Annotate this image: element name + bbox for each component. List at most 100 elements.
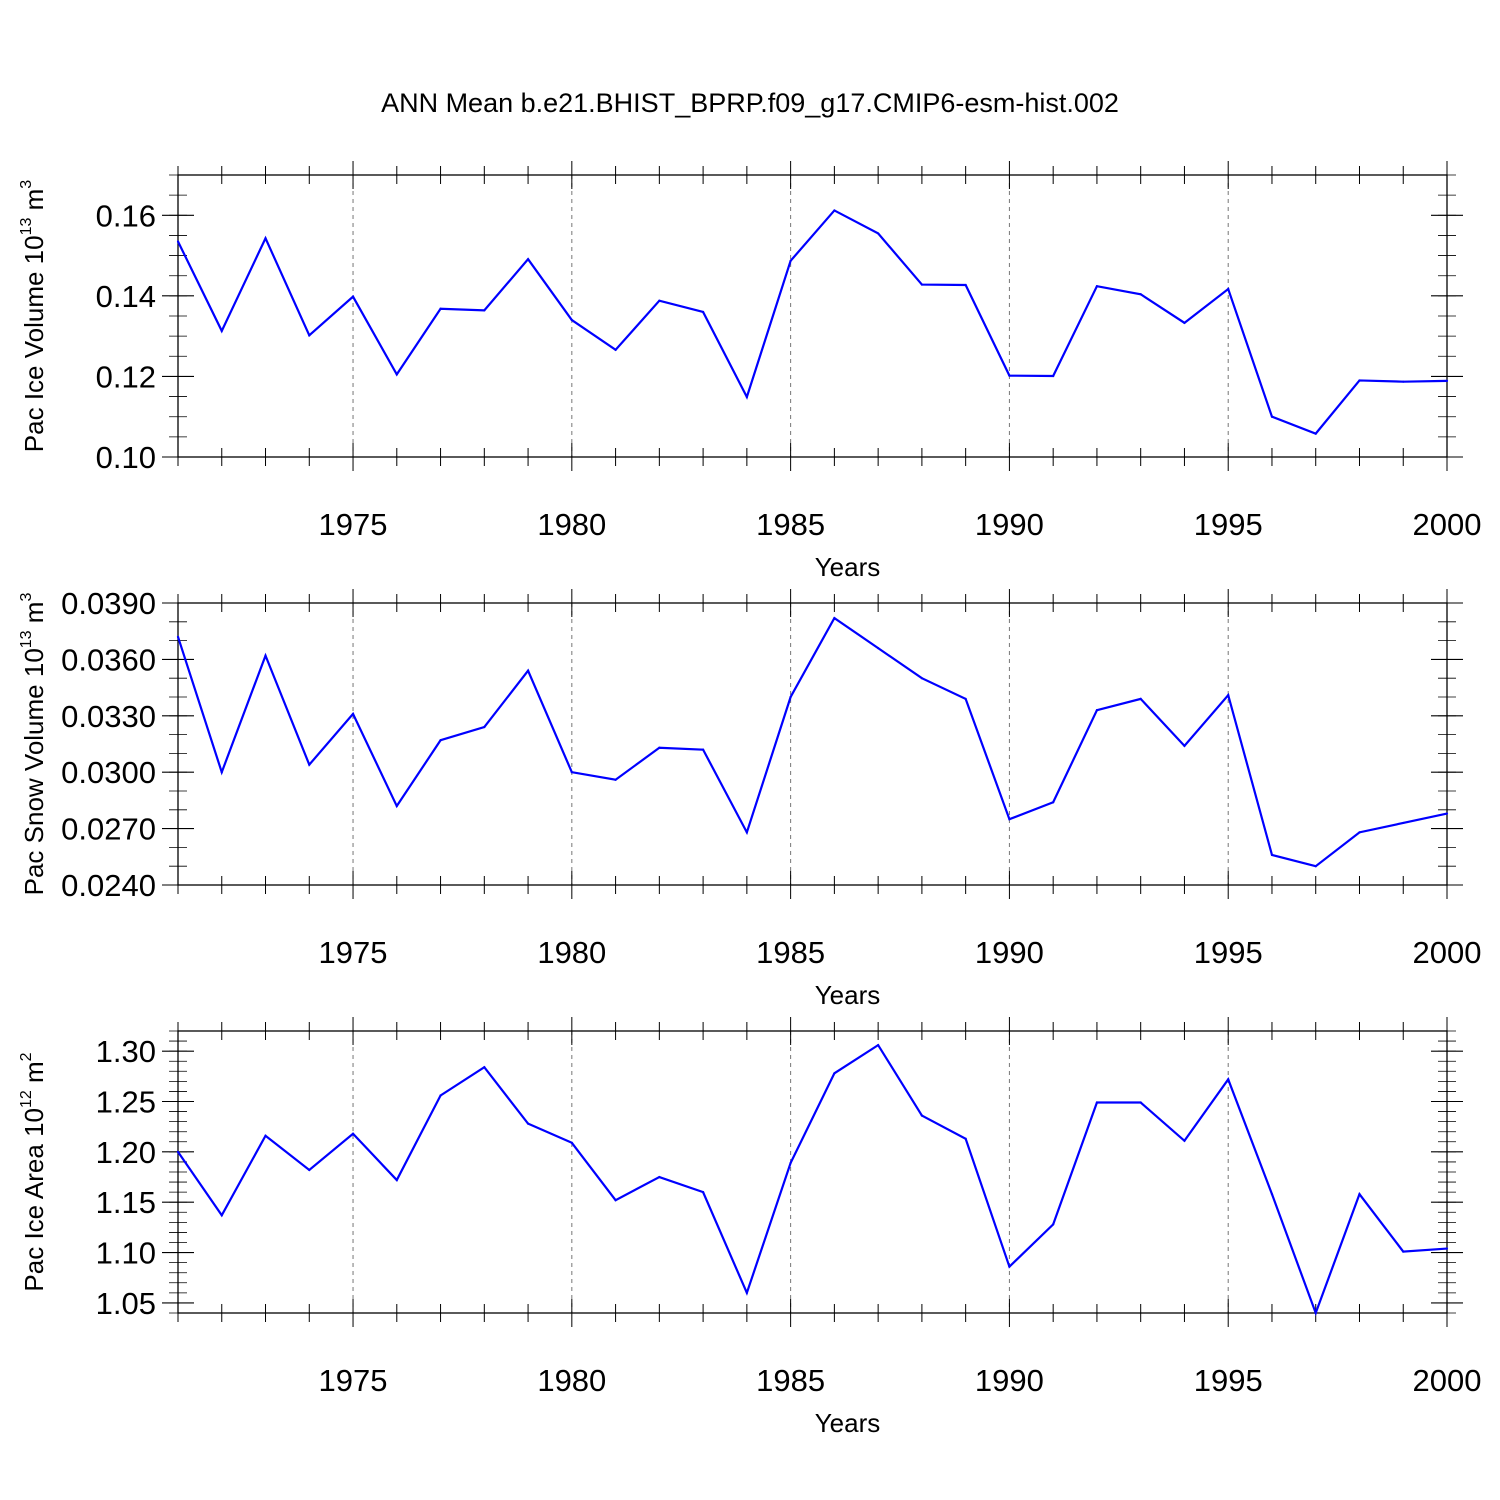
y-tick-label: 0.0300 (61, 755, 156, 790)
x-tick-label: 1975 (319, 935, 388, 970)
data-point (1402, 821, 1405, 825)
y-axis-label-unit: m (19, 602, 49, 631)
y-tick-label: 0.0270 (61, 812, 156, 847)
x-tick-label: 1990 (975, 1363, 1044, 1398)
data-point (1227, 694, 1230, 697)
data-point (1402, 1250, 1405, 1253)
data-point (1314, 432, 1317, 435)
x-axis-label: Years (815, 980, 881, 1010)
data-point (833, 209, 836, 212)
data-point (614, 1199, 617, 1202)
y-axis-label-unit-exponent: 3 (18, 593, 35, 602)
y-axis-label-exponent: 13 (18, 217, 35, 235)
data-point (877, 1044, 880, 1047)
y-tick-label: 0.12 (96, 359, 156, 394)
data-point (220, 329, 223, 333)
y-axis-label: Pac Ice Area 1012 m2 (18, 1052, 49, 1291)
data-series-line (177, 1043, 1448, 1317)
y-tick-label: 0.16 (96, 198, 156, 233)
x-tick-label: 1990 (975, 935, 1044, 970)
data-point (1139, 1101, 1142, 1104)
data-point (351, 712, 355, 716)
data-point (1008, 374, 1011, 377)
y-tick-label: 0.14 (96, 279, 156, 314)
data-point (614, 778, 617, 781)
y-tick-label: 0.0330 (61, 699, 156, 734)
data-point (1402, 380, 1405, 383)
x-tick-label: 1980 (537, 507, 606, 542)
data-point (1052, 374, 1055, 378)
data-point (220, 1214, 223, 1217)
x-tick-label: 1975 (319, 1363, 388, 1398)
y-axis-label-unit: m (19, 189, 49, 218)
y-tick-label: 1.10 (96, 1236, 156, 1271)
data-point (264, 1134, 267, 1137)
data-point (1358, 1193, 1361, 1196)
data-point (658, 299, 661, 302)
data-point (1052, 1223, 1055, 1226)
y-axis-label: Pac Ice Volume 1013 m3 (18, 180, 49, 453)
data-point (220, 771, 223, 774)
data-point (176, 1150, 180, 1153)
data-point (351, 1132, 355, 1135)
panel-2: 1975 1980 1985 1990 1995 2000 0.0240 0.0270 0.03… (18, 586, 1481, 1010)
data-point (483, 725, 486, 729)
data-point (702, 748, 705, 751)
x-tick-label: 1980 (537, 1363, 606, 1398)
x-tick-label: 1995 (1194, 507, 1263, 542)
x-tick-label: 1985 (756, 935, 825, 970)
plot-frame (177, 174, 1448, 458)
panel-3: 1975 1980 1985 1990 1995 2000 1.05 1.10 1.15 1.20… (18, 1017, 1481, 1438)
data-point (920, 283, 923, 286)
y-axis-label-exponent: 13 (18, 630, 35, 648)
data-point (1445, 812, 1449, 815)
y-axis-label-unit-exponent: 3 (18, 180, 35, 189)
data-point (877, 232, 880, 235)
x-tick-label: 1980 (537, 935, 606, 970)
data-point (308, 763, 311, 766)
y-tick-label: 1.30 (96, 1034, 156, 1069)
data-point (308, 1168, 311, 1172)
data-point (745, 831, 748, 834)
data-point (614, 348, 617, 351)
data-point (1270, 1193, 1274, 1196)
data-point (395, 373, 398, 376)
y-tick-label: 1.25 (96, 1085, 156, 1120)
data-point (1445, 1247, 1449, 1250)
data-point (1095, 285, 1099, 288)
data-point (570, 318, 573, 322)
data-point (439, 307, 442, 310)
data-point (745, 1291, 748, 1294)
data-point (1183, 1139, 1186, 1142)
data-point (1314, 865, 1317, 868)
y-axis-label-base: Pac Ice Volume 10 (19, 235, 49, 452)
y-axis-label-unit-exponent: 2 (18, 1052, 35, 1061)
data-point (1139, 697, 1142, 700)
data-point (702, 1191, 705, 1194)
data-point (526, 669, 530, 672)
x-axis-label: Years (815, 1408, 881, 1438)
data-series-line (176, 616, 1448, 868)
y-tick-label: 0.10 (96, 440, 156, 475)
data-point (877, 647, 880, 650)
data-point (1445, 379, 1449, 382)
x-axis-label: Years (815, 552, 881, 582)
data-point (658, 746, 661, 749)
data-point (526, 1122, 530, 1125)
y-tick-label: 0.0390 (61, 586, 156, 621)
data-point (395, 804, 398, 808)
x-tick-label: 2000 (1413, 507, 1482, 542)
y-axis-label-exponent: 12 (18, 1090, 35, 1108)
x-tick-label: 1995 (1194, 1363, 1263, 1398)
data-point (570, 1141, 573, 1144)
data-point (920, 677, 923, 680)
data-point (789, 695, 792, 699)
data-point (920, 1114, 923, 1117)
data-point (964, 1137, 967, 1140)
data-point (1227, 287, 1230, 291)
data-point (745, 395, 748, 399)
data-point (1183, 744, 1186, 747)
data-point (833, 1072, 836, 1075)
